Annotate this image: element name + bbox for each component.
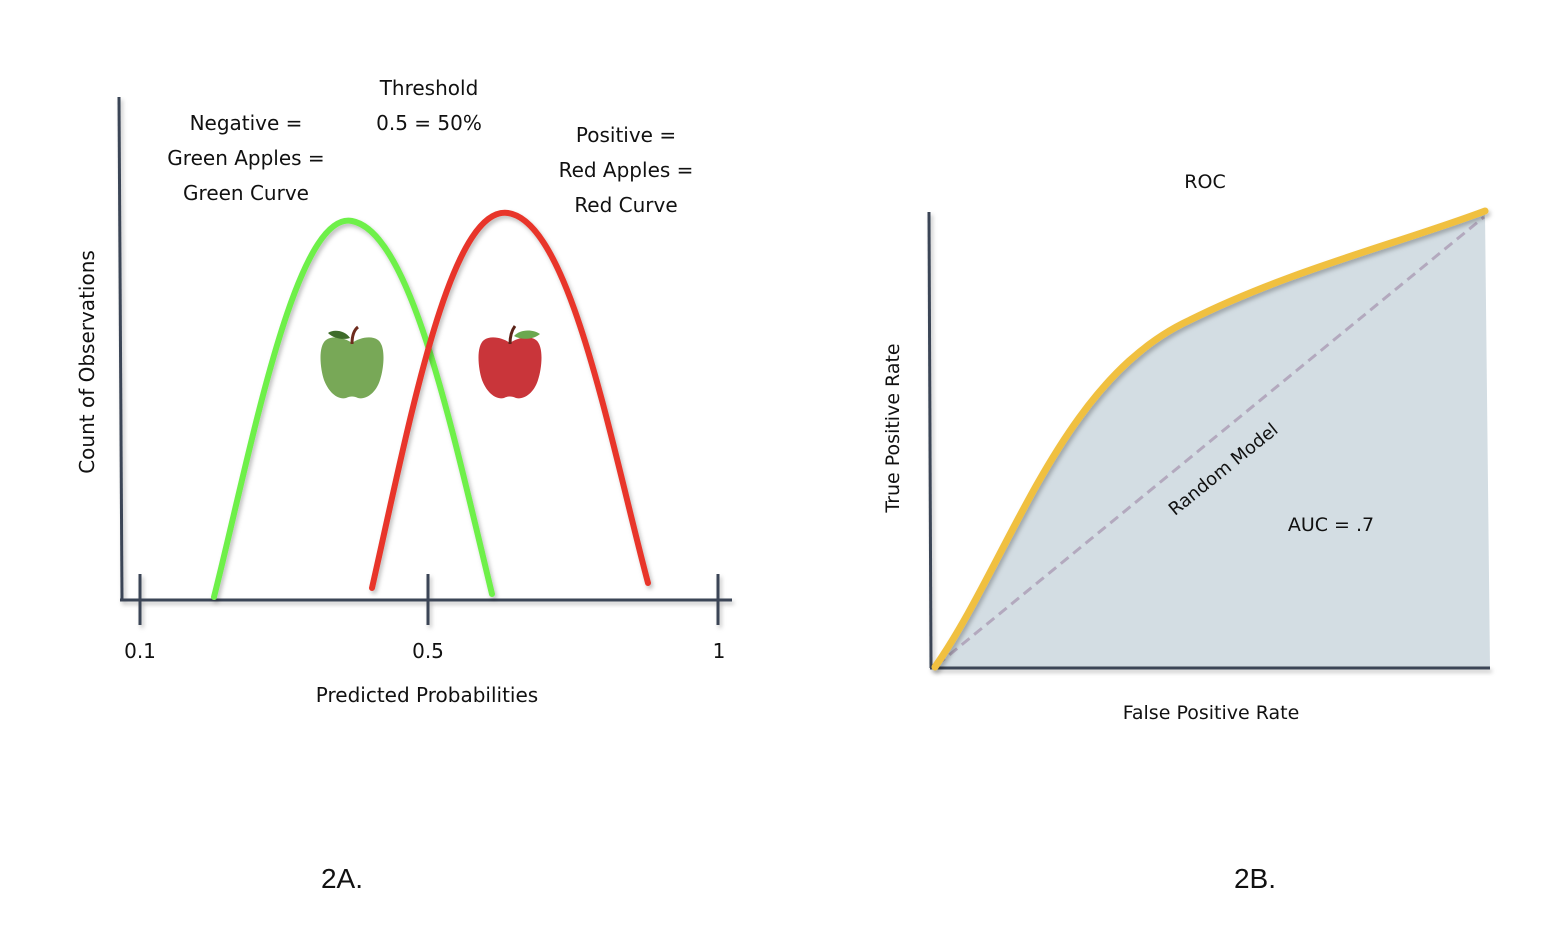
figure-2b-y-axis-label: True Positive Rate [882,343,904,513]
positive-label-line-3: Red Curve [574,193,677,217]
figure-2a-axes [117,96,732,625]
positive-red-curve [369,209,651,591]
figure-2a-caption: 2A. [321,863,363,894]
figure-2a-tick-label-0.1: 0.1 [124,639,156,663]
negative-green-curve [211,217,495,600]
figure-2a-tick-label-1: 1 [713,639,726,663]
figure-2b-axes [927,211,1490,670]
red-apple-icon [478,325,542,399]
figure-2a-tick-label-0.5: 0.5 [412,639,444,663]
positive-label-line-1: Positive = [576,123,676,147]
figure-2b-caption: 2B. [1234,863,1276,894]
negative-label-line-1: Negative = [190,111,303,135]
auc-label: AUC = .7 [1288,514,1374,536]
negative-label-line-3: Green Curve [183,181,309,205]
figure-2a-y-axis [117,96,124,601]
negative-label-line-2: Green Apples = [167,146,324,170]
positive-label-line-2: Red Apples = [559,158,694,182]
threshold-label-line-1: Threshold [379,76,479,100]
figure-2a-x-axis-label: Predicted Probabilities [316,683,538,707]
figure-2b-x-axis-label: False Positive Rate [1123,702,1300,724]
figure-2a: Count of Observations Predicted Probabil… [75,76,732,894]
random-model-diagonal [936,215,1485,667]
roc-title: ROC [1184,171,1225,193]
roc-curve [931,207,1489,671]
figure-2b-y-axis [927,211,933,669]
threshold-label-line-2: 0.5 = 50% [376,111,482,135]
green-apple-icon [320,325,384,399]
figure-2a-y-axis-label: Count of Observations [75,250,99,474]
figure-2b: ROC True Positive Rate False Positive Ra… [882,171,1490,894]
